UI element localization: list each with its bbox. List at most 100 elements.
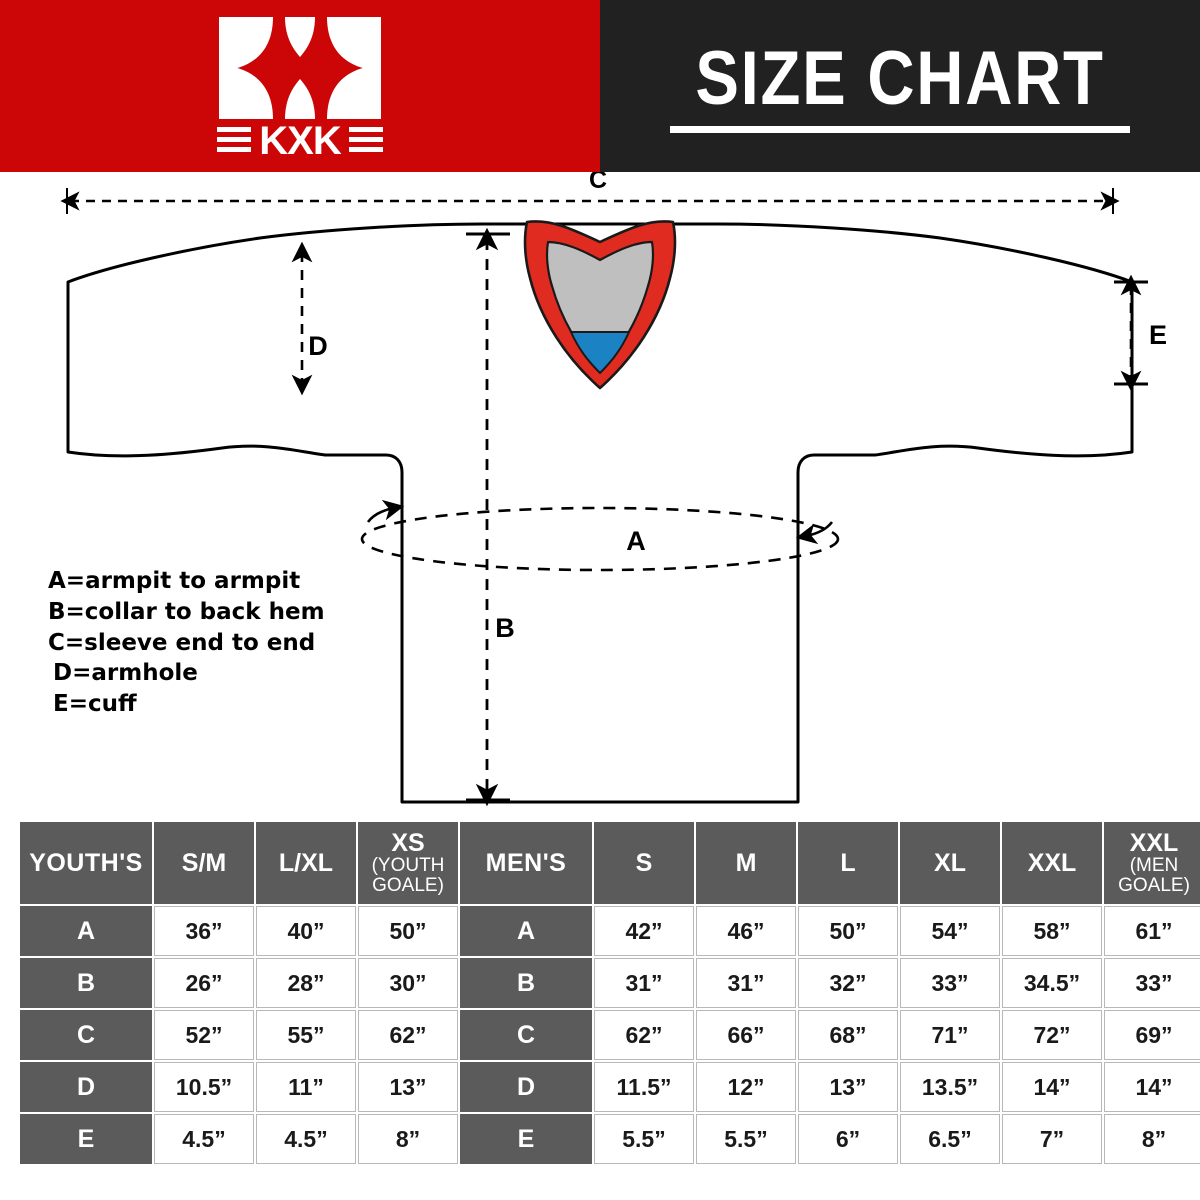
cell-youth-D-0: 10.5”: [154, 1062, 254, 1112]
youth-size-header-1: L/XL: [256, 822, 356, 904]
cell-youth-C-1: 55”: [256, 1010, 356, 1060]
row-label-youth-D: D: [20, 1062, 152, 1112]
row-label-mens-D: D: [460, 1062, 592, 1112]
cell-mens-A-1: 46”: [696, 906, 796, 956]
cell-mens-E-1: 5.5”: [696, 1114, 796, 1164]
cell-mens-A-5: 61”: [1104, 906, 1200, 956]
legend-item-a: A=armpit to armpit: [48, 568, 301, 594]
page-title: SIZE CHART: [695, 35, 1105, 121]
row-label-mens-C: C: [460, 1010, 592, 1060]
cell-mens-C-5: 69”: [1104, 1010, 1200, 1060]
size-label: L: [840, 848, 856, 877]
cell-mens-E-3: 6.5”: [900, 1114, 1000, 1164]
size-label: XXL: [1129, 828, 1179, 857]
cell-youth-B-2: 30”: [358, 958, 458, 1008]
measurement-legend: A=armpit to armpit B=collar to back hem …: [48, 566, 378, 720]
row-label-mens-E: E: [460, 1114, 592, 1164]
size-label: S/M: [181, 848, 227, 877]
size-label: XXL: [1027, 848, 1077, 877]
row-label-youth-A: A: [20, 906, 152, 956]
cell-youth-C-2: 62”: [358, 1010, 458, 1060]
cell-mens-C-4: 72”: [1002, 1010, 1102, 1060]
cell-mens-D-1: 12”: [696, 1062, 796, 1112]
row-label-youth-C: C: [20, 1010, 152, 1060]
cell-mens-D-2: 13”: [798, 1062, 898, 1112]
table-header-row: YOUTH'S S/M L/XL XS (YOUTH GOALE) MEN'S S M L XL X…: [20, 822, 1200, 904]
jersey-diagram: C D B A: [0, 172, 1200, 820]
size-label: M: [735, 848, 757, 877]
row-label-mens-A: A: [460, 906, 592, 956]
mens-size-header-3: XL: [900, 822, 1000, 904]
size-table: YOUTH'S S/M L/XL XS (YOUTH GOALE) MEN'S S M L XL X…: [18, 820, 1200, 1166]
cell-mens-B-1: 31”: [696, 958, 796, 1008]
brand-panel: KXK: [0, 0, 600, 172]
cell-mens-C-3: 71”: [900, 1010, 1000, 1060]
cell-youth-D-1: 11”: [256, 1062, 356, 1112]
cell-youth-C-0: 52”: [154, 1010, 254, 1060]
table-row: C 52” 55” 62” C 62” 66” 68” 71” 72” 69”: [20, 1010, 1200, 1060]
svg-text:C: C: [589, 172, 607, 194]
mens-size-header-0: S: [594, 822, 694, 904]
legend-item-d: D=armhole: [53, 660, 198, 687]
cell-youth-A-2: 50”: [358, 906, 458, 956]
cell-youth-D-2: 13”: [358, 1062, 458, 1112]
mens-size-header-2: L: [798, 822, 898, 904]
title-underline: [670, 126, 1130, 134]
cell-mens-B-0: 31”: [594, 958, 694, 1008]
cell-youth-B-0: 26”: [154, 958, 254, 1008]
size-label: XL: [934, 848, 966, 877]
cell-mens-D-0: 11.5”: [594, 1062, 694, 1112]
cell-mens-B-3: 33”: [900, 958, 1000, 1008]
table-row: E 4.5” 4.5” 8” E 5.5” 5.5” 6” 6.5” 7” 8”: [20, 1114, 1200, 1164]
kxk-bowtie-logo-icon: KXK: [215, 11, 385, 163]
cell-mens-D-4: 14”: [1002, 1062, 1102, 1112]
youth-size-header-2: XS (YOUTH GOALE): [358, 822, 458, 904]
table-row: B 26” 28” 30” B 31” 31” 32” 33” 34.5” 33”: [20, 958, 1200, 1008]
mens-group-header: MEN'S: [460, 822, 592, 904]
cell-mens-A-0: 42”: [594, 906, 694, 956]
svg-text:D: D: [308, 331, 328, 361]
cell-mens-E-0: 5.5”: [594, 1114, 694, 1164]
youth-group-header: YOUTH'S: [20, 822, 152, 904]
cell-mens-C-1: 66”: [696, 1010, 796, 1060]
cell-youth-B-1: 28”: [256, 958, 356, 1008]
mens-size-header-4: XXL: [1002, 822, 1102, 904]
cell-mens-B-2: 32”: [798, 958, 898, 1008]
row-label-youth-E: E: [20, 1114, 152, 1164]
mens-size-header-5: XXL (MEN GOALE): [1104, 822, 1200, 904]
cell-mens-E-2: 6”: [798, 1114, 898, 1164]
cell-mens-D-3: 13.5”: [900, 1062, 1000, 1112]
size-sublabel: (YOUTH GOALE): [371, 855, 445, 897]
size-label: L/XL: [278, 848, 334, 877]
svg-text:B: B: [495, 613, 515, 643]
cell-youth-E-2: 8”: [358, 1114, 458, 1164]
cell-youth-A-1: 40”: [256, 906, 356, 956]
cell-mens-B-5: 33”: [1104, 958, 1200, 1008]
cell-mens-A-2: 50”: [798, 906, 898, 956]
size-table-wrapper: YOUTH'S S/M L/XL XS (YOUTH GOALE) MEN'S S M L XL X…: [18, 820, 1200, 1166]
size-label: XS: [391, 828, 425, 857]
table-body: A 36” 40” 50” A 42” 46” 50” 54” 58” 61” B 26” 28” 30” B…: [20, 906, 1200, 1164]
row-label-youth-B: B: [20, 958, 152, 1008]
cell-mens-A-4: 58”: [1002, 906, 1102, 956]
row-label-mens-B: B: [460, 958, 592, 1008]
svg-text:KXK: KXK: [259, 119, 342, 161]
cell-youth-A-0: 36”: [154, 906, 254, 956]
youth-size-header-0: S/M: [154, 822, 254, 904]
cell-mens-E-4: 7”: [1002, 1114, 1102, 1164]
cell-mens-C-2: 68”: [798, 1010, 898, 1060]
legend-item-e: E=cuff: [53, 691, 137, 718]
size-label: S: [635, 848, 653, 877]
cell-mens-C-0: 62”: [594, 1010, 694, 1060]
cell-mens-A-3: 54”: [900, 906, 1000, 956]
page-header: KXK SIZE CHART: [0, 0, 1200, 172]
table-row: A 36” 40” 50” A 42” 46” 50” 54” 58” 61”: [20, 906, 1200, 956]
title-panel: SIZE CHART: [600, 0, 1200, 172]
cell-youth-E-1: 4.5”: [256, 1114, 356, 1164]
cell-mens-E-5: 8”: [1104, 1114, 1200, 1164]
cell-mens-B-4: 34.5”: [1002, 958, 1102, 1008]
legend-item-c: C=sleeve end to end: [48, 629, 316, 656]
size-sublabel: (MEN GOALE): [1118, 855, 1190, 897]
svg-text:A: A: [626, 526, 646, 556]
